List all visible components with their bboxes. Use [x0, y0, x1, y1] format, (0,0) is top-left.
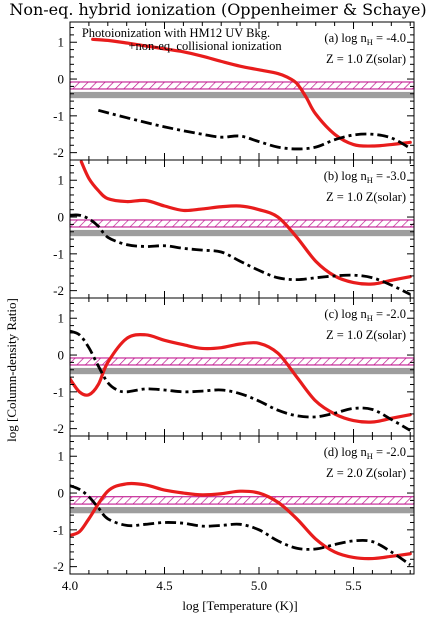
- legend-photoionization: Photoionization with HM12 UV Bkg.: [82, 26, 270, 40]
- panel-2: 1 0 -1 -2 (b) log nH = -3.0 Z = 1.0 Z(solar): [53, 159, 415, 299]
- panel-label-density: (c) log nH = -2.0: [324, 307, 406, 323]
- hatched-band: [69, 357, 415, 366]
- label-subscript: H: [367, 313, 373, 323]
- panel-label-metallicity: Z = 1.0 Z(solar): [326, 52, 406, 66]
- chart-title: Non-eq. hybrid ionization (Oppenheimer &…: [9, 0, 426, 19]
- label-subscript: H: [367, 451, 373, 461]
- x-axis-label: log [Temperature (K)]: [182, 598, 297, 613]
- collisional-line: [97, 108, 411, 151]
- y-tick-label: -2: [53, 145, 64, 160]
- x-tick-label: 4.5: [156, 578, 172, 593]
- photoionization-line: [91, 37, 412, 148]
- collisional-line: [70, 329, 411, 432]
- legend-collisional: +non-eq. collisional ionization: [128, 39, 282, 53]
- y-tick-label: 0: [58, 210, 65, 225]
- panel-4: 1 0 -1 -2 (d) log nH = -2.0 Z = 2.0 Z(solar): [53, 435, 415, 575]
- series-group: [70, 329, 412, 432]
- panel-label-density: (b) log nH = -3.0: [324, 169, 406, 185]
- x-tick-label: 5.0: [251, 578, 267, 593]
- label-subscript: H: [367, 37, 373, 47]
- series-group: [70, 160, 412, 296]
- panels-group: 10-1-2(a) log nH = -4.0Z = 1.0 Z(solar)P…: [53, 21, 415, 593]
- x-tick-label: 5.5: [345, 578, 361, 593]
- y-axis-label: log [Column-density Ratio]: [4, 298, 19, 442]
- label-text: = -4.0: [373, 31, 406, 45]
- collisional-line: [70, 213, 411, 296]
- hatched-band: [69, 219, 415, 228]
- panel-3: 1 0 -1 -2 (c) log nH = -2.0 Z = 1.0 Z(solar): [53, 297, 415, 437]
- photoionization-line: [79, 160, 412, 286]
- label-text: (b) log n: [324, 169, 368, 183]
- photoionization-line: [70, 481, 412, 561]
- series-group: [91, 37, 412, 151]
- gray-band: [70, 229, 414, 237]
- y-tick-label: 1: [58, 35, 65, 50]
- y-tick-label: -2: [53, 283, 64, 298]
- label-text: (a) log n: [324, 31, 367, 45]
- y-tick-label: 1: [58, 311, 65, 326]
- x-tick-label: 4.0: [62, 578, 78, 593]
- y-tick-label: 0: [58, 348, 65, 363]
- gray-band: [70, 507, 414, 514]
- label-text: = -2.0: [373, 445, 406, 459]
- y-tick-label: -1: [53, 246, 64, 261]
- y-tick-label: -1: [53, 108, 64, 123]
- y-tick-label: -1: [53, 522, 64, 537]
- hatched-band: [69, 81, 415, 90]
- panel-1: 1 0 -1 -2 (a) log nH = -4.0 Z = 1.0 Z(solar) P…: [53, 21, 415, 161]
- y-tick-label: -1: [53, 384, 64, 399]
- label-text: (c) log n: [324, 307, 367, 321]
- y-tick-label: 1: [58, 173, 65, 188]
- photoionization-line: [70, 332, 412, 424]
- panel-label-density: (d) log nH = -2.0: [324, 445, 406, 461]
- y-tick-label: 1: [58, 449, 65, 464]
- label-subscript: H: [367, 175, 373, 185]
- panel-label-metallicity: Z = 1.0 Z(solar): [326, 328, 406, 342]
- panel-label-density: (a) log nH = -4.0: [324, 31, 406, 47]
- y-tick-label: 0: [58, 72, 65, 87]
- series-group: [70, 481, 412, 566]
- panel-frame: [69, 435, 415, 575]
- panel-label-metallicity: Z = 2.0 Z(solar): [326, 466, 406, 480]
- label-text: = -2.0: [373, 307, 406, 321]
- y-tick-label: -2: [53, 559, 64, 574]
- hatched-band: [69, 496, 415, 505]
- gray-band: [70, 91, 414, 99]
- label-text: (d) log n: [324, 445, 368, 459]
- label-text: = -3.0: [373, 169, 406, 183]
- panel-label-metallicity: Z = 1.0 Z(solar): [326, 190, 406, 204]
- y-tick-label: 0: [58, 486, 65, 501]
- y-tick-label: -2: [53, 421, 64, 436]
- gray-band: [70, 367, 414, 375]
